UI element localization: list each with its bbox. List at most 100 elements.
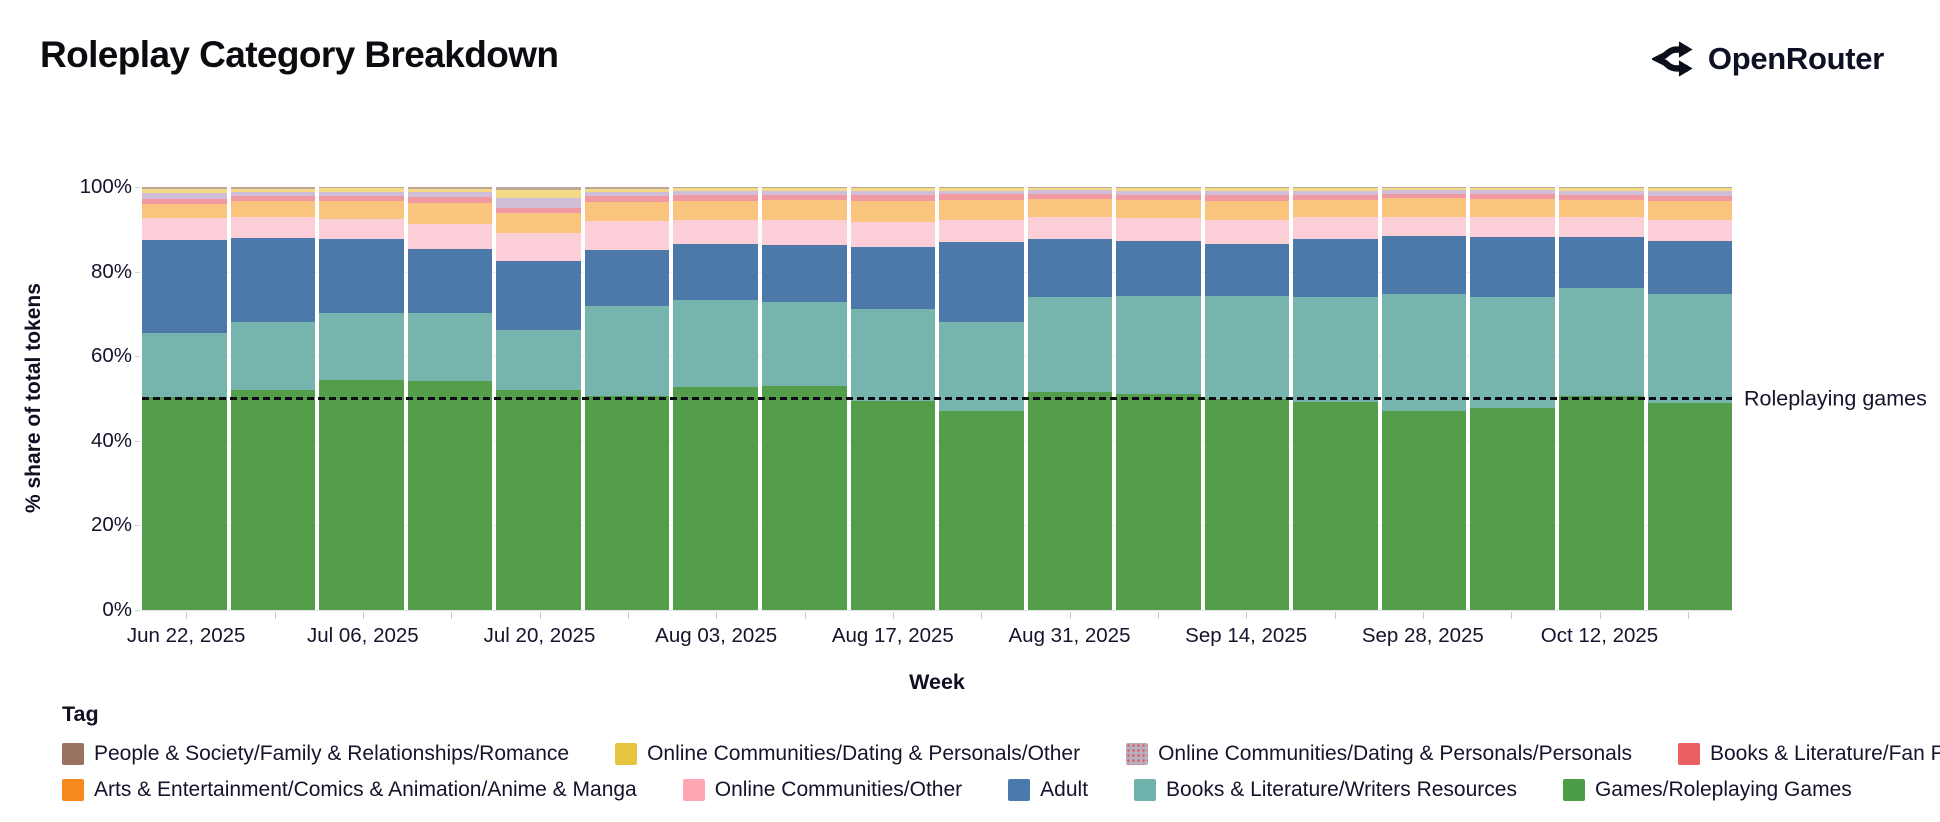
bar-segment[interactable]: [939, 187, 1024, 189]
bar-segment[interactable]: [1647, 200, 1733, 220]
bar-segment[interactable]: [142, 187, 227, 189]
bar-segment[interactable]: [1204, 200, 1290, 221]
bar-segment[interactable]: [1559, 236, 1644, 288]
bar-segment[interactable]: [1470, 407, 1555, 610]
legend-item[interactable]: Adult: [1008, 778, 1088, 802]
bar-segment[interactable]: [1293, 190, 1378, 195]
bar-segment[interactable]: [1470, 193, 1555, 199]
bar-segment[interactable]: [1381, 187, 1467, 189]
bar-segment[interactable]: [939, 199, 1024, 220]
bar-segment[interactable]: [1559, 187, 1644, 189]
bar-segment[interactable]: [1116, 295, 1201, 395]
bar-segment[interactable]: [939, 190, 1024, 195]
legend-item[interactable]: Online Communities/Other: [682, 778, 962, 802]
bar-segment[interactable]: [1027, 198, 1113, 218]
bar-segment[interactable]: [1559, 217, 1644, 237]
bar-segment[interactable]: [496, 261, 581, 331]
bar-segment[interactable]: [230, 237, 316, 322]
bar-segment[interactable]: [496, 213, 581, 234]
bar-segment[interactable]: [584, 192, 670, 197]
bar-segment[interactable]: [319, 218, 404, 240]
bar-segment[interactable]: [850, 222, 936, 247]
bar-segment[interactable]: [496, 190, 581, 198]
bar-segment[interactable]: [407, 197, 493, 204]
bar-segment[interactable]: [142, 240, 227, 333]
bar-segment[interactable]: [1027, 193, 1113, 199]
bar-segment[interactable]: [1470, 188, 1555, 191]
bar-sep-07-2025[interactable]: [1116, 187, 1201, 610]
bar-segment[interactable]: [1027, 217, 1113, 240]
bar-segment[interactable]: [1027, 297, 1113, 393]
bar-segment[interactable]: [1204, 399, 1290, 610]
bar-segment[interactable]: [142, 218, 227, 241]
bar-segment[interactable]: [761, 200, 847, 220]
bar-segment[interactable]: [1647, 241, 1733, 295]
bar-segment[interactable]: [1116, 187, 1201, 189]
bar-segment[interactable]: [1381, 294, 1467, 412]
bar-jun-29-2025[interactable]: [230, 187, 316, 610]
bar-segment[interactable]: [1647, 188, 1733, 192]
bar-segment[interactable]: [407, 187, 493, 189]
bar-segment[interactable]: [1293, 199, 1378, 218]
bar-segment[interactable]: [407, 381, 493, 610]
bar-segment[interactable]: [1647, 187, 1733, 189]
bar-segment[interactable]: [142, 188, 227, 193]
bar-segment[interactable]: [1027, 190, 1113, 194]
bar-segment[interactable]: [319, 188, 404, 192]
bar-segment[interactable]: [230, 321, 316, 390]
bar-segment[interactable]: [1381, 193, 1467, 199]
bar-segment[interactable]: [142, 397, 227, 610]
bar-segment[interactable]: [319, 380, 404, 610]
bar-segment[interactable]: [1027, 392, 1113, 610]
bar-segment[interactable]: [319, 196, 404, 201]
bar-segment[interactable]: [584, 249, 670, 307]
bar-segment[interactable]: [584, 187, 670, 189]
bar-segment[interactable]: [850, 400, 936, 610]
bar-segment[interactable]: [939, 194, 1024, 200]
bar-segment[interactable]: [1293, 194, 1378, 200]
bar-segment[interactable]: [1204, 243, 1290, 297]
bar-segment[interactable]: [1116, 240, 1201, 296]
bar-segment[interactable]: [673, 243, 758, 301]
bar-segment[interactable]: [1116, 190, 1201, 195]
bar-segment[interactable]: [496, 330, 581, 391]
bar-segment[interactable]: [673, 201, 758, 221]
bar-segment[interactable]: [407, 188, 493, 193]
legend-item[interactable]: Books & Literature/Fan Fiction: [1677, 742, 1940, 766]
bar-segment[interactable]: [673, 195, 758, 202]
bar-segment[interactable]: [230, 192, 316, 197]
bar-segment[interactable]: [407, 312, 493, 382]
bar-jul-06-2025[interactable]: [319, 187, 404, 610]
bar-aug-31-2025[interactable]: [1027, 187, 1113, 610]
bar-oct-19-2025[interactable]: [1647, 187, 1733, 610]
bar-aug-24-2025[interactable]: [939, 187, 1024, 610]
bar-segment[interactable]: [1647, 219, 1733, 242]
bar-segment[interactable]: [761, 190, 847, 195]
bar-segment[interactable]: [1647, 294, 1733, 404]
bar-segment[interactable]: [584, 221, 670, 250]
bar-segment[interactable]: [673, 300, 758, 388]
bar-sep-28-2025[interactable]: [1381, 187, 1467, 610]
bar-segment[interactable]: [939, 242, 1024, 322]
bar-segment[interactable]: [1204, 191, 1290, 196]
bar-segment[interactable]: [1027, 188, 1113, 191]
bar-segment[interactable]: [1470, 198, 1555, 218]
bar-segment[interactable]: [761, 219, 847, 245]
bar-segment[interactable]: [1559, 396, 1644, 610]
bar-segment[interactable]: [761, 194, 847, 201]
bar-segment[interactable]: [407, 248, 493, 313]
bar-segment[interactable]: [1381, 217, 1467, 237]
bar-segment[interactable]: [1559, 194, 1644, 200]
bar-segment[interactable]: [319, 191, 404, 197]
bar-segment[interactable]: [761, 302, 847, 387]
bar-segment[interactable]: [850, 201, 936, 223]
bar-segment[interactable]: [407, 223, 493, 249]
bar-segment[interactable]: [1027, 239, 1113, 298]
bar-segment[interactable]: [1204, 195, 1290, 201]
bar-segment[interactable]: [939, 321, 1024, 412]
bar-segment[interactable]: [1293, 238, 1378, 298]
legend-item[interactable]: Books & Literature/Writers Resources: [1134, 778, 1517, 802]
bar-segment[interactable]: [1381, 198, 1467, 218]
bar-segment[interactable]: [939, 188, 1024, 191]
bar-segment[interactable]: [230, 187, 316, 189]
